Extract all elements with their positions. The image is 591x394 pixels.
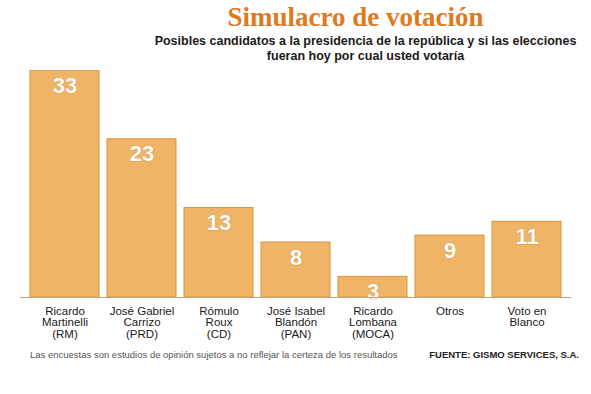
svg-text:3: 3 <box>367 279 379 304</box>
svg-text:RicardoMartinelli(RM): RicardoMartinelli(RM) <box>42 305 88 340</box>
svg-text:23: 23 <box>130 141 154 166</box>
svg-text:11: 11 <box>515 224 538 249</box>
svg-text:RicardoLombana(MOCA): RicardoLombana(MOCA) <box>349 305 398 340</box>
svg-text:13: 13 <box>207 210 231 235</box>
svg-text:33: 33 <box>53 73 77 98</box>
svg-text:Voto enBlanco: Voto enBlanco <box>507 305 546 329</box>
svg-text:Otros: Otros <box>436 305 464 317</box>
html-text:FUENTE: GISMO SERVICES, S.A.: FUENTE: GISMO SERVICES, S.A. <box>429 349 579 360</box>
svg-text:José GabrielCarrizo(PRD): José GabrielCarrizo(PRD) <box>110 305 175 340</box>
svg-text:8: 8 <box>290 245 302 270</box>
html-text:Las encuestas son estudios de: Las encuestas son estudios de opinión su… <box>30 349 398 360</box>
html-text:Simulacro de votación: Simulacro de votación <box>227 2 484 32</box>
svg-text:José IsabelBlandón(PAN): José IsabelBlandón(PAN) <box>267 305 325 340</box>
svg-text:RómuloRoux(CD): RómuloRoux(CD) <box>199 305 239 340</box>
html-text:Posibles candidatos a la presi: Posibles candidatos a la presidencia de … <box>154 34 577 63</box>
svg-text:9: 9 <box>444 238 456 263</box>
